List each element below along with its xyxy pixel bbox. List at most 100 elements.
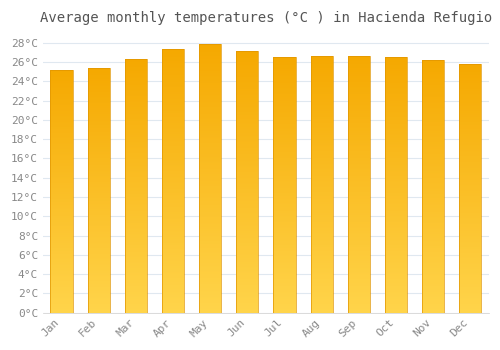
Bar (385, 58, 407, 60)
Bar (162, 64, 184, 66)
Bar (422, 147, 444, 148)
Bar (88, 211, 110, 212)
Bar (124, 194, 147, 195)
Bar (422, 212, 444, 213)
Bar (422, 242, 444, 243)
Bar (422, 148, 444, 150)
Bar (310, 126, 333, 127)
Bar (422, 224, 444, 225)
Bar (162, 174, 184, 175)
Bar (310, 259, 333, 260)
Bar (422, 216, 444, 217)
Bar (348, 86, 370, 87)
Bar (162, 251, 184, 252)
Bar (162, 248, 184, 249)
Bar (162, 79, 184, 80)
Bar (199, 298, 222, 299)
Bar (422, 250, 444, 251)
Bar (385, 182, 407, 184)
Bar (385, 302, 407, 304)
Bar (459, 231, 481, 232)
Bar (274, 185, 295, 186)
Bar (422, 306, 444, 308)
Bar (162, 145, 184, 146)
Bar (124, 240, 147, 242)
Bar (274, 174, 295, 175)
Bar (50, 150, 72, 151)
Bar (199, 72, 222, 74)
Bar (162, 61, 184, 62)
Bar (422, 116, 444, 117)
Bar (88, 76, 110, 78)
Bar (385, 308, 407, 309)
Bar (124, 142, 147, 143)
Bar (88, 166, 110, 167)
Bar (348, 227, 370, 228)
Bar (88, 130, 110, 132)
Bar (88, 176, 110, 177)
Bar (162, 155, 184, 157)
Bar (88, 85, 110, 86)
Bar (88, 228, 110, 230)
Bar (88, 162, 110, 163)
Bar (50, 163, 72, 164)
Bar (459, 312, 481, 313)
Bar (385, 60, 407, 61)
Bar (236, 50, 258, 313)
Bar (422, 308, 444, 309)
Bar (236, 281, 258, 282)
Bar (50, 95, 72, 97)
Bar (422, 60, 444, 62)
Bar (310, 274, 333, 275)
Bar (50, 299, 72, 301)
Bar (199, 112, 222, 114)
Bar (199, 247, 222, 248)
Bar (422, 87, 444, 88)
Bar (310, 232, 333, 233)
Bar (459, 202, 481, 203)
Bar (310, 83, 333, 85)
Bar (422, 127, 444, 128)
Bar (50, 220, 72, 222)
Bar (459, 280, 481, 281)
Bar (162, 87, 184, 88)
Bar (459, 279, 481, 280)
Bar (236, 144, 258, 145)
Bar (274, 213, 295, 214)
Bar (162, 297, 184, 298)
Bar (88, 194, 110, 195)
Bar (162, 245, 184, 247)
Bar (459, 218, 481, 219)
Bar (274, 227, 295, 229)
Bar (88, 119, 110, 120)
Bar (348, 104, 370, 105)
Bar (310, 309, 333, 310)
Bar (422, 89, 444, 91)
Bar (236, 82, 258, 83)
Bar (50, 94, 72, 95)
Bar (385, 244, 407, 245)
Bar (422, 169, 444, 170)
Bar (50, 202, 72, 203)
Bar (124, 247, 147, 248)
Bar (348, 211, 370, 213)
Bar (274, 274, 295, 275)
Bar (236, 161, 258, 162)
Bar (274, 161, 295, 162)
Bar (348, 114, 370, 115)
Bar (199, 135, 222, 136)
Bar (50, 236, 72, 237)
Bar (199, 61, 222, 63)
Bar (459, 248, 481, 249)
Bar (50, 222, 72, 223)
Bar (50, 232, 72, 234)
Bar (274, 251, 295, 253)
Bar (162, 116, 184, 117)
Bar (124, 164, 147, 166)
Bar (50, 291, 72, 292)
Bar (274, 199, 295, 200)
Bar (422, 237, 444, 238)
Bar (50, 131, 72, 132)
Bar (310, 119, 333, 120)
Bar (199, 133, 222, 134)
